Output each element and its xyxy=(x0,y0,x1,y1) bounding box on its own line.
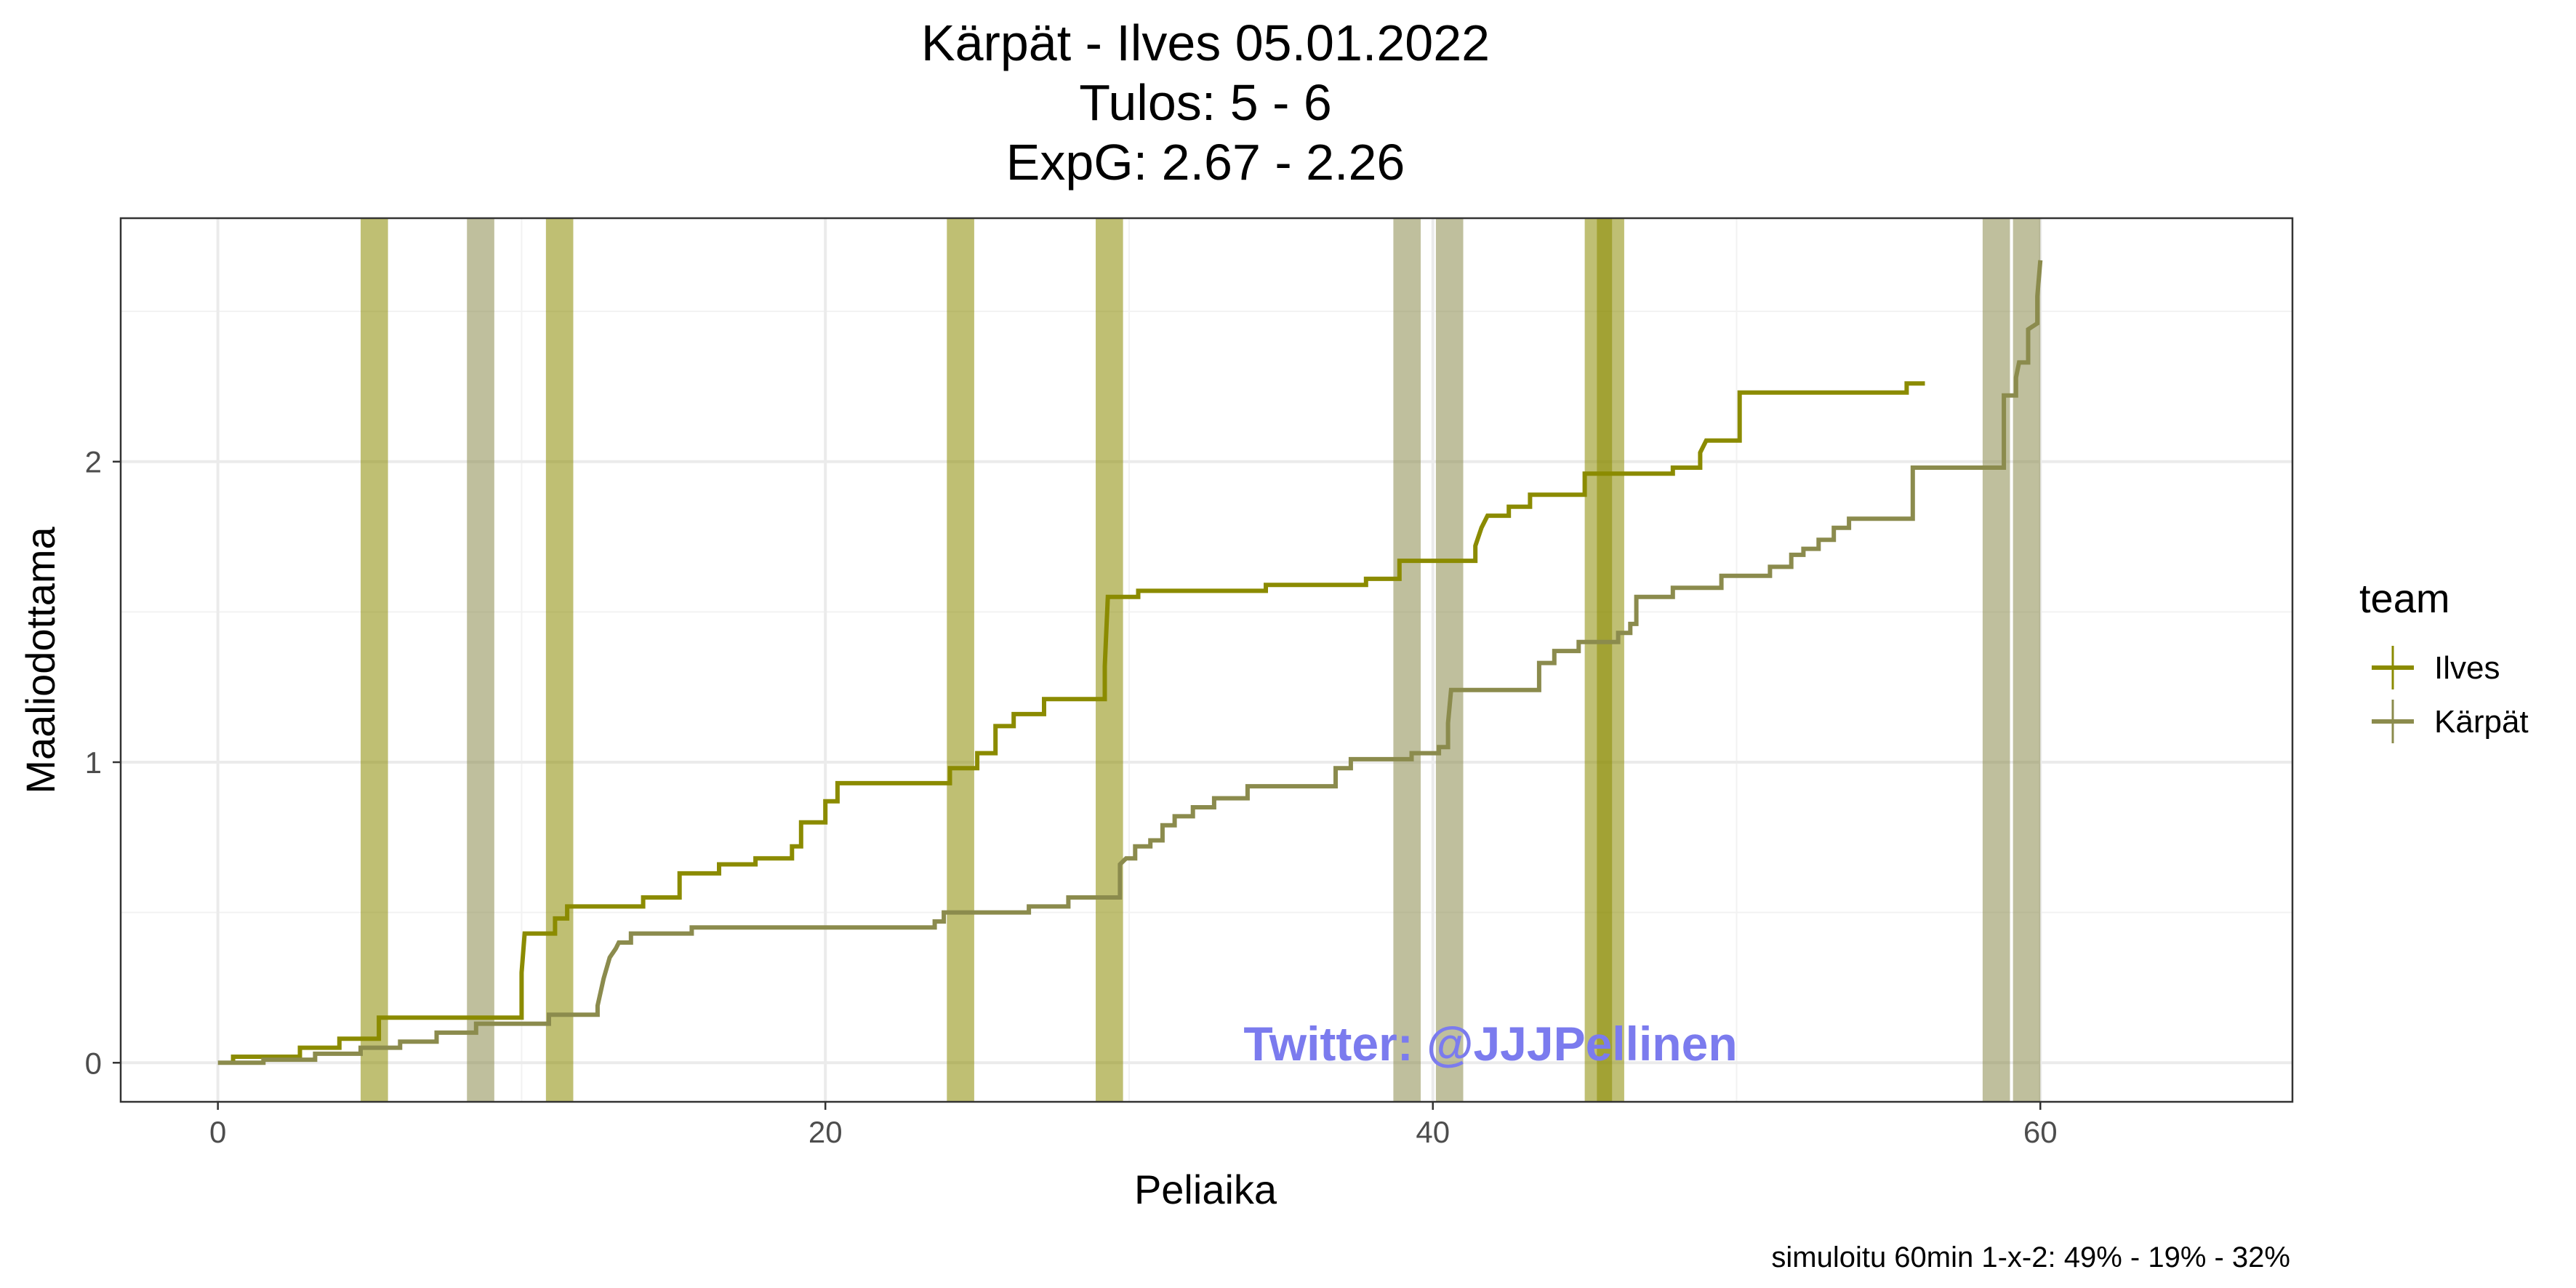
shaded-interval-4 xyxy=(1096,218,1123,1102)
shaded-intervals xyxy=(361,218,2041,1102)
x-tick-label-3: 60 xyxy=(2023,1115,2058,1149)
shaded-interval-6 xyxy=(1435,218,1464,1102)
chart-title-line-1: Kärpät - Ilves 05.01.2022 xyxy=(921,15,1490,71)
x-tick-label-1: 20 xyxy=(808,1115,843,1149)
legend: Ilves Kärpät xyxy=(2372,646,2529,743)
x-axis-title: Peliaika xyxy=(1134,1167,1277,1212)
y-tick-label-1: 1 xyxy=(85,745,102,780)
x-tick-label-2: 40 xyxy=(1416,1115,1450,1149)
plot-panel-border xyxy=(119,217,2294,1103)
axes: 0 20 40 60 0 1 2 xyxy=(85,445,2058,1149)
shaded-interval-1 xyxy=(467,218,494,1102)
x-tick-label-0: 0 xyxy=(209,1115,226,1149)
legend-title: team xyxy=(2359,575,2450,621)
watermark: Twitter: @JJJPellinen xyxy=(1243,1017,1737,1071)
legend-label-1: Kärpät xyxy=(2434,704,2529,740)
caption: simuloitu 60min 1-x-2: 49% - 19% - 32% xyxy=(1771,1241,2290,1273)
y-tick-label-2: 2 xyxy=(85,445,102,479)
shaded-interval-0 xyxy=(361,218,388,1102)
shaded-interval-5 xyxy=(1393,218,1421,1102)
plot-panel-background xyxy=(121,218,2292,1102)
shaded-interval-8 xyxy=(1597,218,1624,1102)
shaded-interval-3 xyxy=(947,218,974,1102)
chart-title-line-3: ExpG: 2.67 - 2.26 xyxy=(1006,134,1405,191)
chart-title-line-2: Tulos: 5 - 6 xyxy=(1079,74,1332,131)
series-line-1 xyxy=(217,260,2043,1065)
series-line-0 xyxy=(230,381,1925,1063)
shaded-interval-2 xyxy=(545,218,574,1102)
series-lines xyxy=(217,260,2043,1065)
y-axis-title: Maaliodottama xyxy=(17,526,63,793)
shaded-interval-9 xyxy=(1982,218,2010,1102)
y-tick-label-0: 0 xyxy=(85,1046,102,1080)
legend-label-0: Ilves xyxy=(2434,650,2500,686)
